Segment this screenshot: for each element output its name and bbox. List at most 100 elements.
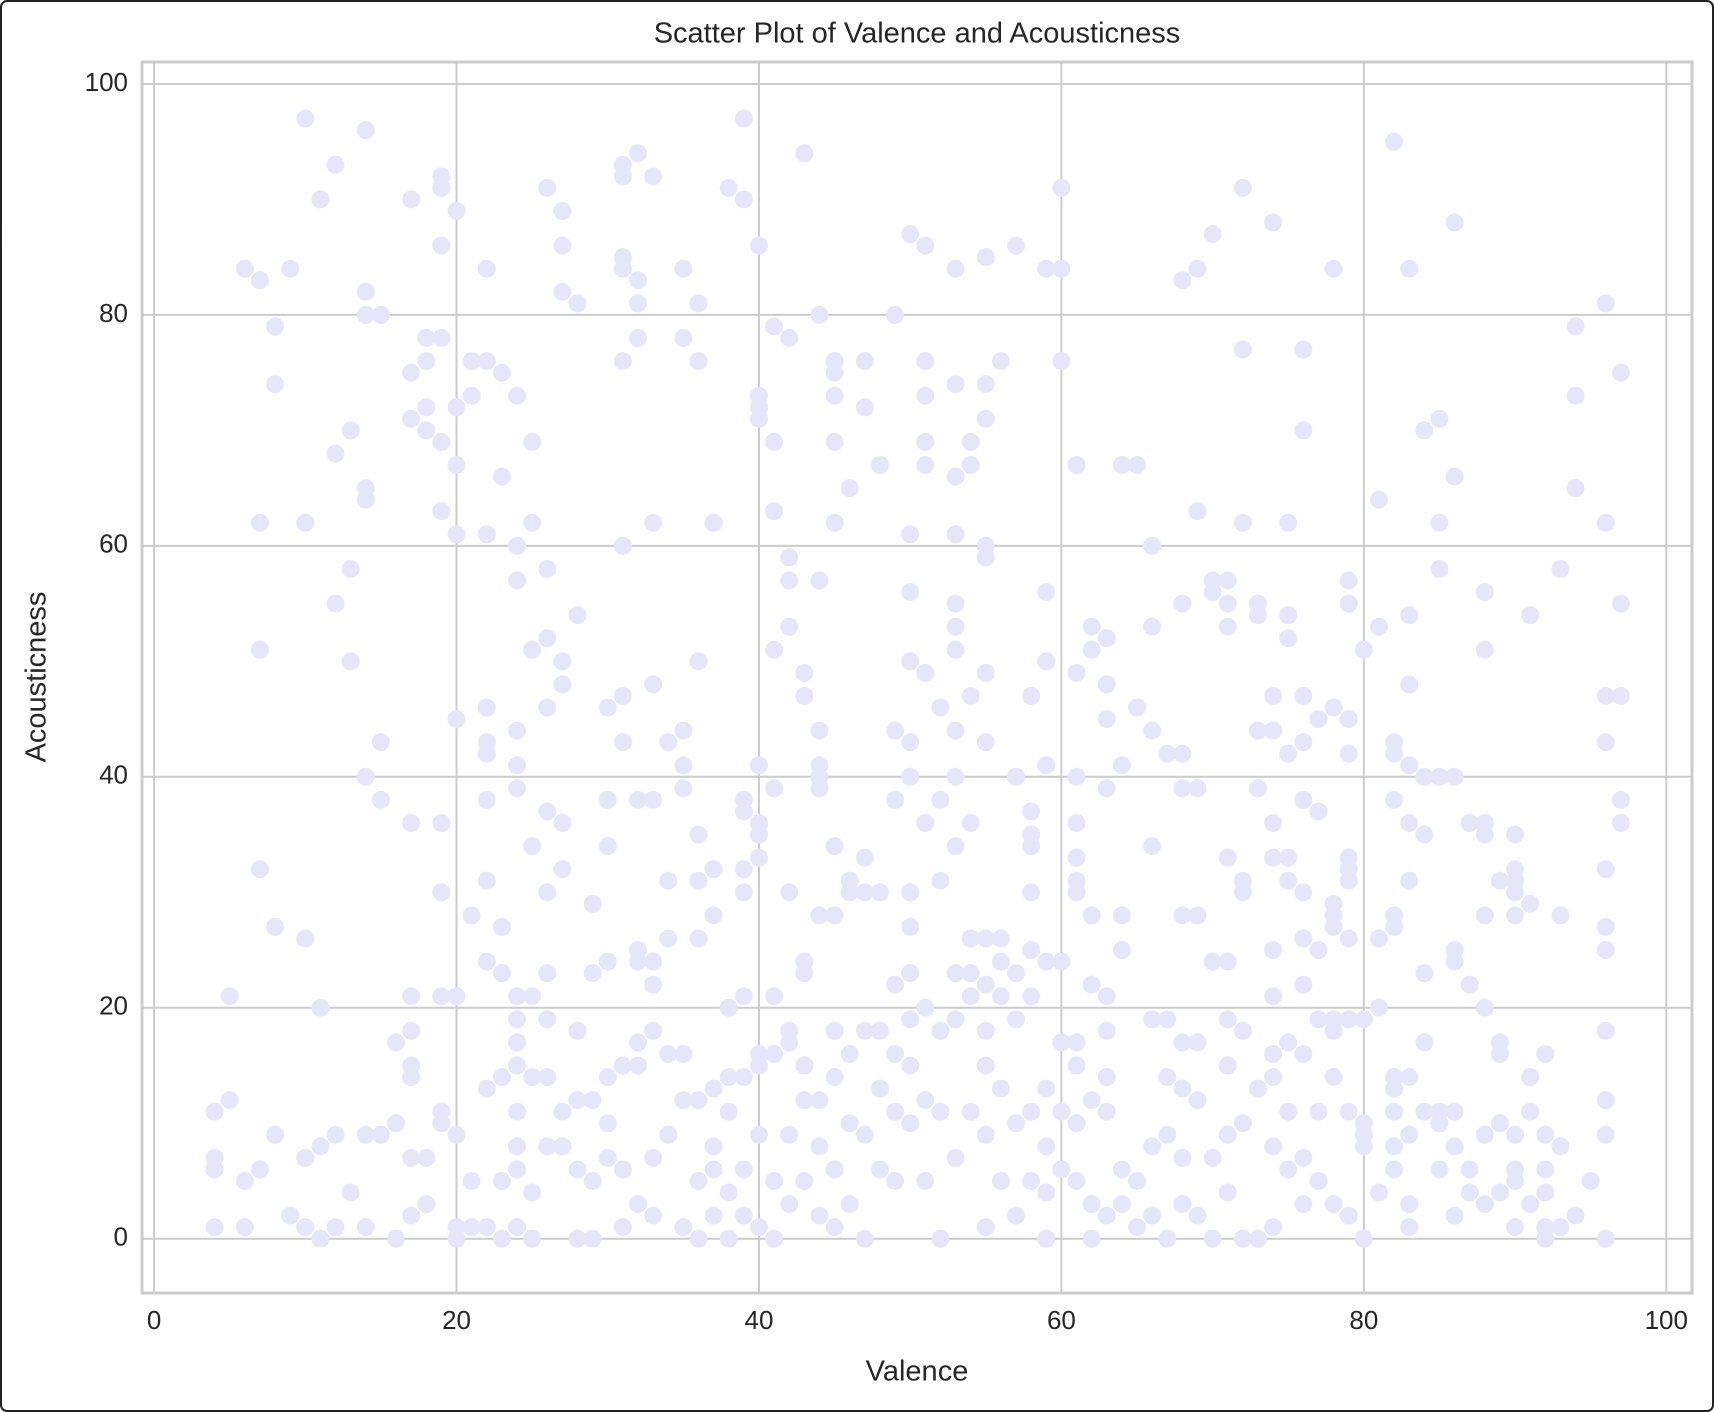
point [508, 1033, 527, 1052]
point [402, 987, 421, 1006]
point [266, 917, 285, 936]
point [931, 1102, 950, 1121]
point [1097, 629, 1116, 648]
point [991, 352, 1010, 371]
point [432, 883, 451, 902]
point [1385, 790, 1404, 809]
y-tick-label: 80 [99, 298, 128, 328]
point [1037, 1183, 1056, 1202]
point [1430, 1160, 1449, 1179]
point [644, 790, 663, 809]
point [795, 1091, 814, 1110]
point [1203, 1148, 1222, 1167]
point [1218, 848, 1237, 867]
point [1309, 1171, 1328, 1190]
point [1037, 952, 1056, 971]
point [1400, 814, 1419, 833]
point [613, 1056, 632, 1075]
point [1294, 929, 1313, 948]
point [629, 1195, 647, 1214]
point [825, 363, 844, 382]
point [719, 998, 738, 1017]
point [931, 1229, 950, 1248]
point [568, 1021, 587, 1040]
point [1596, 686, 1615, 705]
point [326, 1218, 345, 1237]
point [946, 640, 965, 659]
point [1279, 513, 1298, 532]
point [1279, 1033, 1298, 1052]
point [1158, 1068, 1177, 1087]
point [961, 929, 980, 948]
point [402, 1148, 421, 1167]
point [1415, 1102, 1434, 1121]
point [1158, 1229, 1177, 1248]
point [1324, 1195, 1343, 1214]
point [296, 1218, 315, 1237]
point [961, 987, 980, 1006]
point [1415, 1033, 1434, 1052]
point [1430, 559, 1449, 578]
point [1097, 710, 1116, 729]
point [583, 894, 602, 913]
point [749, 825, 768, 844]
point [447, 1125, 466, 1144]
point [780, 571, 799, 590]
point [598, 952, 617, 971]
point [629, 790, 647, 809]
point [855, 883, 874, 902]
point [1385, 1079, 1404, 1098]
point [644, 1148, 663, 1167]
point [326, 155, 345, 174]
point [1203, 1229, 1222, 1248]
point [568, 1229, 587, 1248]
point [976, 375, 995, 394]
point [1007, 1206, 1026, 1225]
point [477, 790, 496, 809]
point [356, 490, 375, 509]
point [961, 964, 980, 983]
point [1551, 1218, 1570, 1237]
point [644, 167, 663, 186]
point [523, 1229, 542, 1248]
point [1506, 825, 1525, 844]
point [931, 698, 950, 717]
point [1022, 802, 1041, 821]
point [205, 1218, 224, 1237]
point [538, 964, 557, 983]
point [644, 1021, 663, 1040]
point [825, 1160, 844, 1179]
point [402, 1068, 421, 1087]
point [1218, 617, 1237, 636]
x-axis-label: Valence [866, 1356, 969, 1388]
point [553, 860, 572, 879]
point [946, 964, 965, 983]
point [508, 536, 527, 555]
point [1460, 1183, 1479, 1202]
point [1022, 941, 1041, 960]
point [1339, 929, 1358, 948]
point [1294, 1044, 1313, 1063]
point [719, 1102, 738, 1121]
point [1249, 1079, 1267, 1098]
point [1566, 386, 1585, 405]
point [1369, 1183, 1388, 1202]
point [976, 1125, 995, 1144]
point [734, 1206, 753, 1225]
point [477, 525, 496, 544]
point [734, 802, 753, 821]
point [976, 975, 995, 994]
point [477, 952, 496, 971]
point [523, 432, 542, 451]
point [387, 1033, 406, 1052]
point [795, 1171, 814, 1190]
point [1067, 848, 1086, 867]
point [1309, 1102, 1328, 1121]
point [1188, 502, 1207, 521]
point [1233, 513, 1252, 532]
point [1173, 1195, 1192, 1214]
point [1339, 571, 1358, 590]
point [931, 1021, 950, 1040]
point [1400, 871, 1419, 890]
point [840, 1114, 859, 1133]
